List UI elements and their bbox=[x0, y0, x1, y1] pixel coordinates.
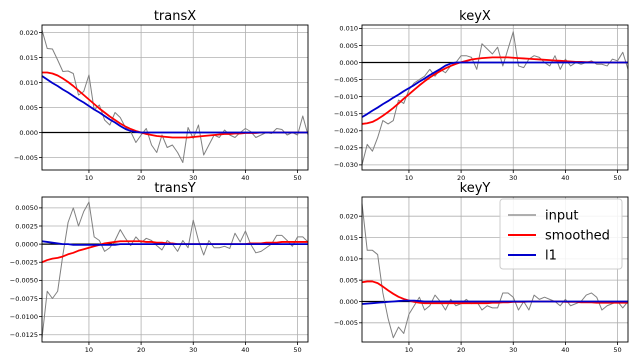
x-tick-label: 50 bbox=[613, 174, 621, 182]
y-tick-label: −0.025 bbox=[334, 144, 358, 152]
y-tick-label: 0.010 bbox=[339, 25, 358, 33]
series-line-l1 bbox=[361, 61, 628, 118]
x-tick-label: 40 bbox=[561, 346, 569, 352]
y-tick-label: 0.015 bbox=[19, 54, 38, 62]
x-tick-label: 20 bbox=[137, 346, 145, 352]
series-line-l1 bbox=[361, 299, 628, 305]
y-tick-label: 0.0050 bbox=[15, 204, 38, 212]
y-tick-label: 0.010 bbox=[339, 255, 358, 263]
x-tick-label: 40 bbox=[561, 174, 569, 182]
y-tick-label: −0.0025 bbox=[10, 259, 38, 267]
subplot-keyX: 10 20 30 40 50 −0.030 −0.025 −0.020 −0.015 −0.010… bbox=[334, 9, 629, 182]
y-tick-label: −0.005 bbox=[14, 154, 38, 162]
x-tick-label: 30 bbox=[189, 346, 197, 352]
legend-label-input: input bbox=[545, 209, 578, 224]
series-line-l1 bbox=[41, 240, 308, 246]
y-tick-label: −0.0050 bbox=[10, 277, 38, 285]
series-line-input bbox=[41, 29, 309, 163]
y-tick-label: −0.0125 bbox=[10, 331, 38, 339]
x-tick-label: 30 bbox=[509, 174, 517, 182]
y-tick-label: 0.005 bbox=[339, 276, 358, 284]
subplot-transY: 10 20 30 40 50 −0.0125 −0.0100 −0.0075 −0.0050 −0… bbox=[10, 181, 309, 352]
x-tick-label: 50 bbox=[293, 174, 301, 182]
y-tick-label: −0.005 bbox=[334, 319, 358, 327]
y-tick-label: 0.010 bbox=[19, 79, 38, 87]
y-tick-label: −0.005 bbox=[334, 76, 358, 84]
y-tick-label: 0.015 bbox=[339, 234, 358, 242]
x-tick-label: 50 bbox=[613, 346, 621, 352]
y-tick-label: 0.000 bbox=[339, 298, 358, 306]
y-tick-label: 0.000 bbox=[339, 59, 358, 67]
x-tick-label: 20 bbox=[457, 174, 465, 182]
x-tick-label: 10 bbox=[85, 174, 93, 182]
x-tick-label: 40 bbox=[241, 174, 249, 182]
y-tick-label: 0.020 bbox=[339, 212, 358, 220]
x-tick-label: 20 bbox=[137, 174, 145, 182]
series-line-input bbox=[41, 201, 309, 339]
subplot-transX: 10 20 30 40 50 −0.005 0.000 0.005 0.010 0.015 0.02… bbox=[14, 9, 309, 182]
x-tick-label: 30 bbox=[189, 174, 197, 182]
y-tick-label: −0.0100 bbox=[10, 313, 38, 321]
subplot-title: transY bbox=[154, 181, 195, 196]
y-tick-label: 0.000 bbox=[19, 129, 38, 137]
legend-frame bbox=[499, 198, 623, 270]
axes-frame bbox=[361, 24, 629, 171]
x-tick-label: 40 bbox=[241, 346, 249, 352]
subplot-title: keyX bbox=[459, 9, 491, 24]
y-tick-label: 0.005 bbox=[339, 42, 358, 50]
x-tick-label: 30 bbox=[509, 346, 517, 352]
y-tick-label: 0.0025 bbox=[15, 222, 38, 230]
legend-label-l1: l1 bbox=[545, 249, 557, 264]
legend: input smoothed l1 bbox=[499, 198, 623, 270]
axes-frame bbox=[41, 24, 309, 171]
x-tick-label: 20 bbox=[457, 346, 465, 352]
y-tick-label: −0.0075 bbox=[10, 295, 38, 303]
x-tick-label: 10 bbox=[85, 346, 93, 352]
y-tick-label: 0.020 bbox=[19, 29, 38, 37]
y-tick-label: −0.030 bbox=[334, 161, 358, 169]
axes-frame bbox=[41, 196, 309, 343]
subplot-title: transX bbox=[154, 9, 196, 24]
y-tick-label: 0.005 bbox=[19, 104, 38, 112]
plot-area bbox=[362, 25, 628, 170]
y-tick-label: 0.0000 bbox=[15, 240, 38, 248]
x-tick-label: 10 bbox=[405, 346, 413, 352]
y-tick-label: −0.015 bbox=[334, 110, 358, 118]
series-line-l1 bbox=[41, 75, 308, 134]
x-tick-label: 50 bbox=[293, 346, 301, 352]
plot-area bbox=[42, 197, 308, 342]
legend-label-smoothed: smoothed bbox=[545, 229, 610, 244]
y-tick-label: −0.010 bbox=[334, 93, 358, 101]
series-line-input bbox=[361, 203, 629, 339]
subplot-title: keyY bbox=[460, 181, 491, 196]
axes-frame bbox=[361, 196, 629, 343]
y-tick-label: −0.020 bbox=[334, 127, 358, 135]
x-tick-label: 10 bbox=[405, 174, 413, 182]
